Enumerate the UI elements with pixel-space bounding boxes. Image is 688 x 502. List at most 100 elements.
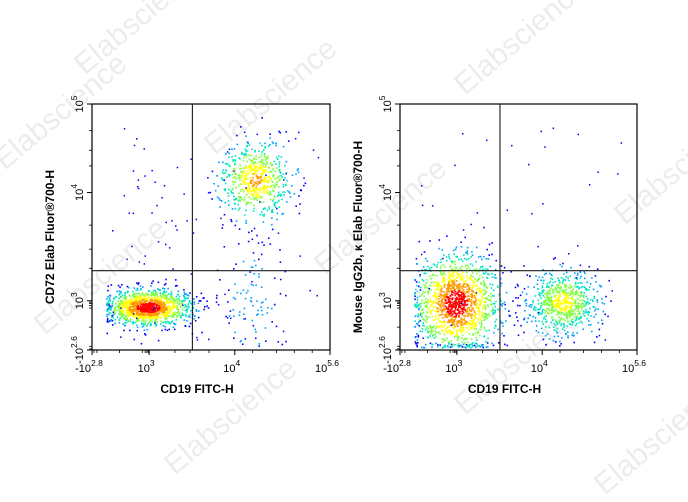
event-dot [142, 320, 145, 323]
event-dot [453, 280, 456, 283]
event-dot [222, 224, 224, 226]
event-dot [566, 314, 569, 316]
event-dot [235, 198, 238, 200]
event-dot [450, 279, 452, 281]
event-dot [131, 311, 133, 313]
event-dot [423, 302, 425, 304]
event-dot [553, 304, 556, 307]
event-dot [123, 314, 125, 316]
event-dot [228, 322, 230, 324]
event-dot [458, 315, 460, 317]
event-dot [275, 163, 277, 165]
event-dot [552, 339, 555, 342]
event-dot [432, 263, 435, 265]
event-dot [540, 302, 543, 304]
y-tick-label: 104 [377, 184, 394, 201]
event-dot [140, 313, 142, 316]
event-dot [421, 279, 424, 281]
event-dot [251, 179, 254, 181]
event-dot [438, 325, 440, 328]
event-dot [245, 183, 248, 185]
event-dot [469, 305, 472, 308]
event-dot [448, 297, 450, 300]
event-dot [257, 309, 259, 312]
event-dot [459, 275, 462, 277]
event-dot [253, 259, 256, 262]
event-dot [165, 290, 168, 293]
event-dot [125, 296, 128, 299]
event-dot [186, 305, 189, 308]
event-dot [441, 330, 444, 333]
event-dot [228, 188, 230, 191]
event-dot [447, 306, 450, 308]
event-dot [563, 309, 566, 311]
event-dot [486, 314, 488, 316]
event-dot [457, 291, 459, 294]
event-dot [445, 313, 448, 316]
event-dot [434, 294, 436, 296]
event-dot [265, 174, 267, 176]
event-dot [451, 307, 453, 310]
event-dot [571, 286, 573, 288]
event-dot [153, 313, 155, 315]
event-dot [241, 151, 243, 154]
event-dot [252, 193, 255, 195]
event-dot [434, 289, 436, 292]
event-dot [145, 308, 147, 311]
event-dot [447, 301, 450, 303]
event-dot [234, 173, 236, 175]
event-dot [559, 312, 561, 315]
event-dot [466, 274, 468, 277]
event-dot [502, 272, 504, 274]
event-dot [175, 296, 178, 298]
event-dot [471, 326, 473, 328]
event-dot [116, 290, 118, 293]
event-dot [486, 304, 489, 306]
event-dot [262, 301, 264, 303]
event-dot [504, 303, 506, 306]
event-dot [116, 305, 118, 308]
event-dot [277, 191, 280, 194]
event-dot [232, 297, 235, 299]
event-dot [281, 191, 284, 193]
event-dot [555, 302, 558, 305]
event-dot [155, 304, 157, 306]
event-dot [114, 306, 116, 309]
event-dot [563, 301, 565, 304]
event-dot [151, 292, 154, 294]
event-dot [256, 163, 259, 165]
event-dot [141, 311, 143, 314]
event-dot [457, 308, 459, 310]
event-dot [558, 320, 561, 323]
event-dot [443, 302, 446, 305]
event-dot [591, 330, 593, 333]
event-dot [180, 316, 182, 319]
event-dot [579, 264, 582, 267]
event-dot [545, 343, 547, 346]
event-dot [580, 315, 582, 318]
event-dot [133, 307, 135, 310]
event-dot [150, 315, 152, 317]
event-dot [196, 339, 199, 341]
event-dot [475, 272, 478, 275]
event-dot [539, 292, 542, 295]
event-dot [109, 295, 112, 297]
event-dot [219, 279, 221, 281]
event-dot [447, 319, 450, 321]
event-dot [138, 310, 141, 312]
event-dot [172, 326, 175, 329]
event-dot [416, 304, 418, 307]
event-dot [170, 291, 173, 293]
event-dot [260, 253, 263, 256]
event-dot [548, 292, 550, 295]
event-dot [478, 322, 481, 325]
event-dot [166, 311, 168, 313]
event-dot [576, 286, 579, 288]
event-dot [183, 297, 186, 299]
event-dot [545, 302, 548, 305]
event-dot [474, 342, 477, 344]
event-dot [575, 322, 578, 325]
event-dot [588, 289, 590, 291]
event-dot [170, 308, 173, 311]
event-dot [485, 297, 488, 299]
